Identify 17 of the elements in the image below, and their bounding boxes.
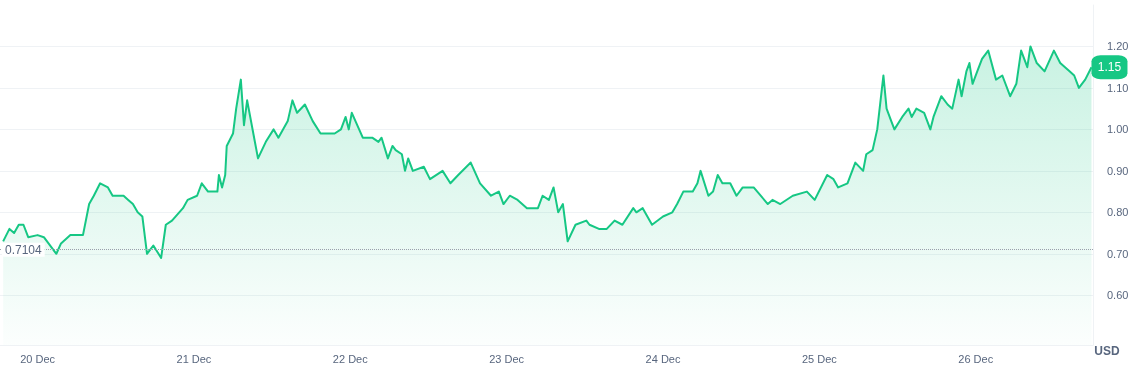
x-tick-label: 22 Dec <box>332 352 369 365</box>
ref-line-label: 0.7104 <box>5 242 43 257</box>
y-tick-label: 0.60 <box>1107 289 1129 302</box>
y-tick-label: 1.10 <box>1107 81 1129 94</box>
y-axis-title: USD <box>1094 344 1120 358</box>
x-tick-label: 21 Dec <box>176 352 212 365</box>
x-tick-label: 26 Dec <box>958 352 994 365</box>
annotation: 1.15 <box>1097 60 1122 75</box>
x-tick-label: 23 Dec <box>489 352 525 365</box>
y-tick-label: 1.20 <box>1107 40 1129 53</box>
y-tick-label: 0.70 <box>1107 247 1129 260</box>
y-tick-label: 0.80 <box>1107 206 1129 219</box>
x-tick-label: 24 Dec <box>645 352 681 365</box>
x-tick-label: 20 Dec <box>20 352 56 365</box>
y-tick-label: 0.90 <box>1107 164 1129 177</box>
y-tick-label: 1.00 <box>1107 123 1129 136</box>
x-tick-label: 25 Dec <box>801 352 838 365</box>
